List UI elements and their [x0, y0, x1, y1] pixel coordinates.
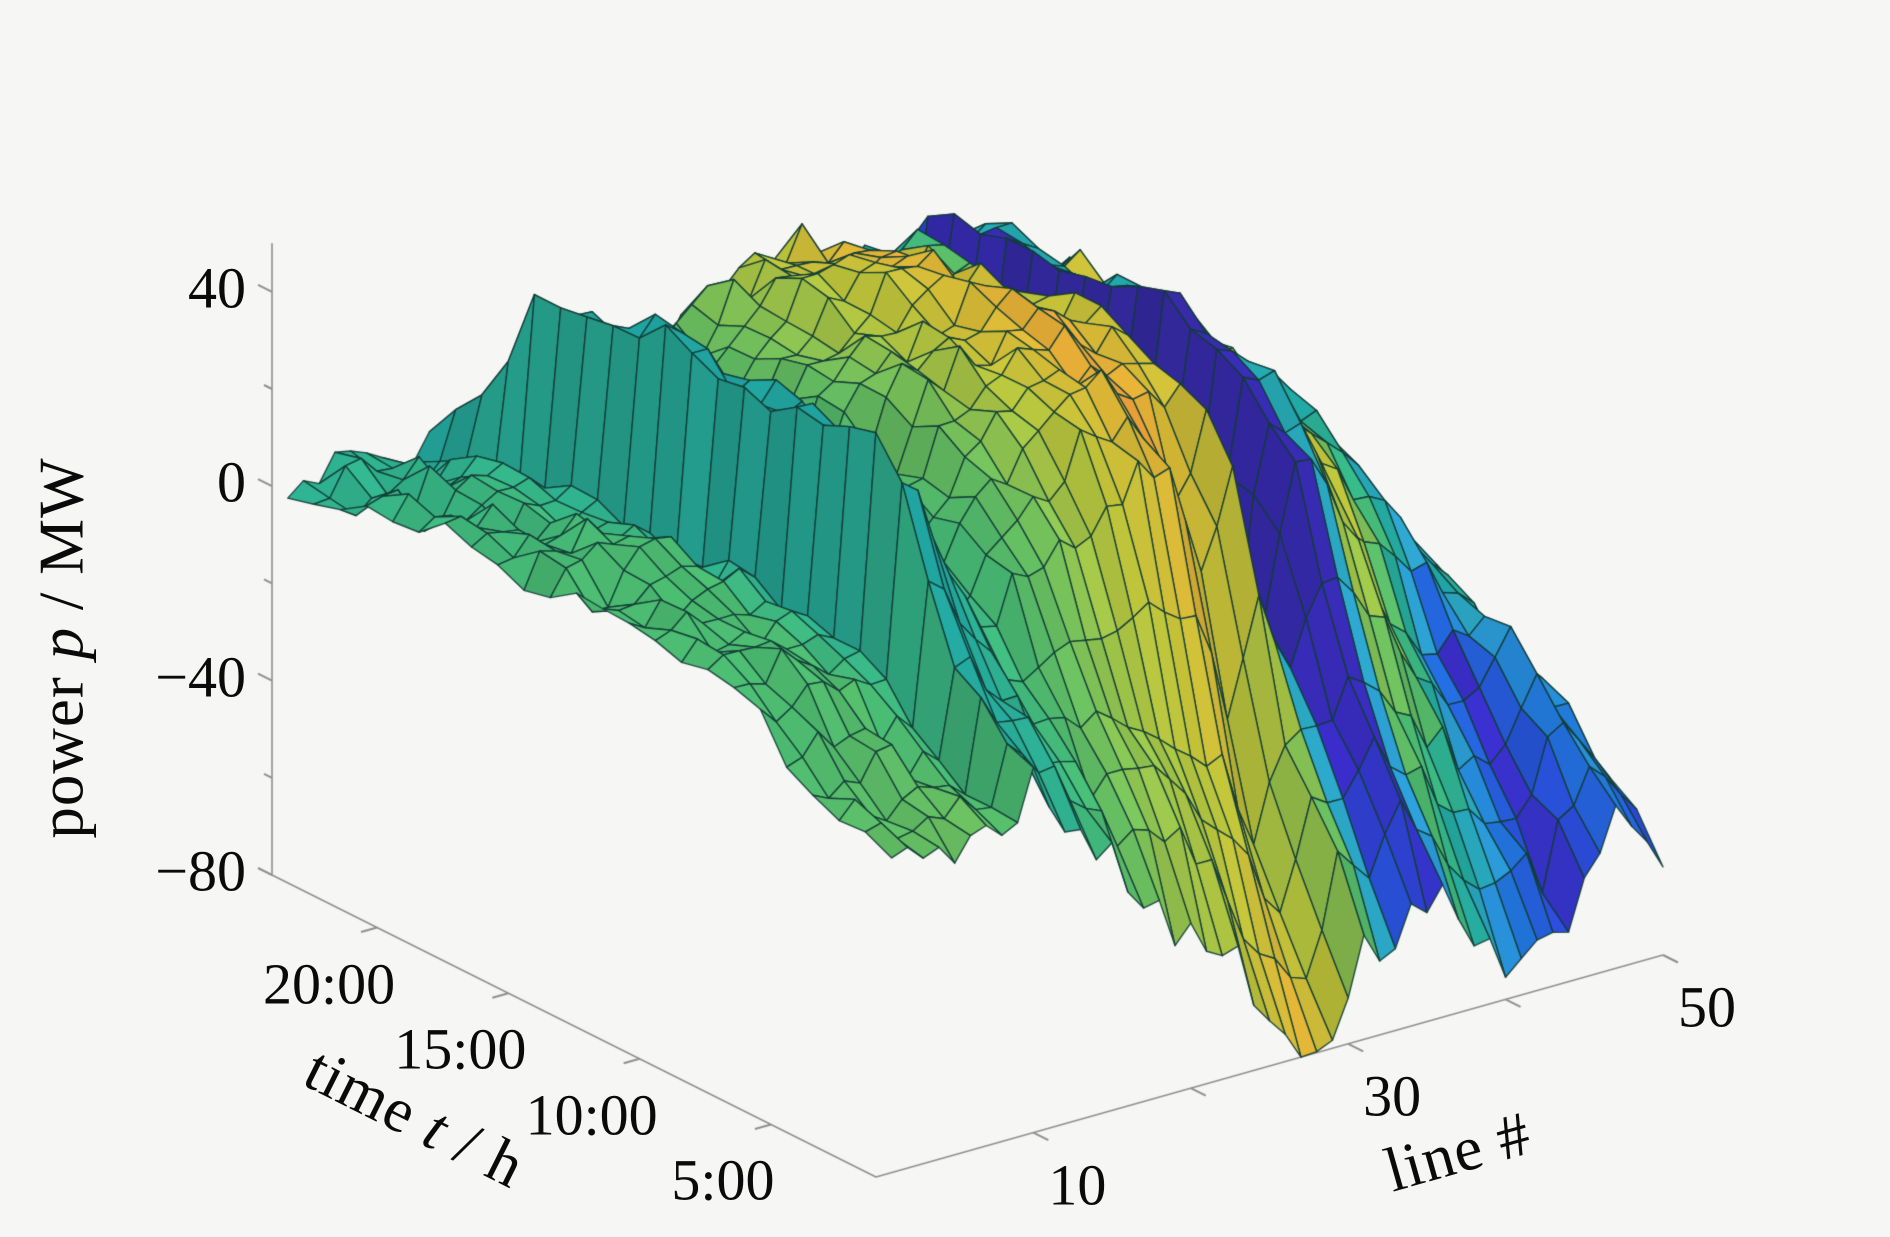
figure: power p / MW time t / h line # 40 0 −40 −80… — [0, 0, 1890, 1237]
surface-plot-canvas — [0, 0, 1890, 1237]
